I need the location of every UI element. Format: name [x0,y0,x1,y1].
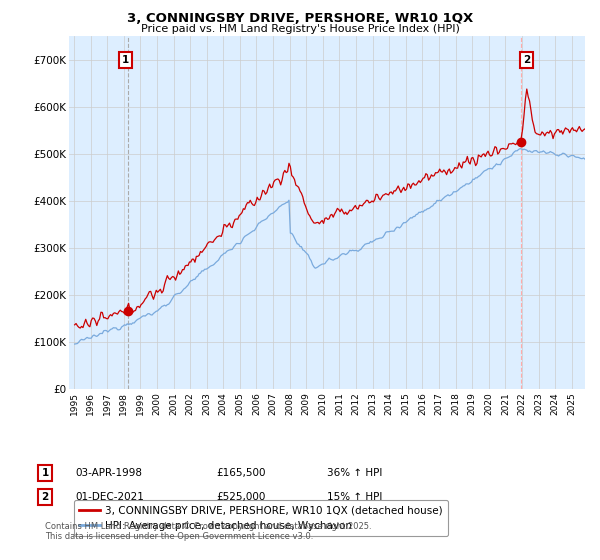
Text: 2: 2 [523,55,530,65]
Text: £165,500: £165,500 [216,468,265,478]
Text: £525,000: £525,000 [216,492,265,502]
Text: 36% ↑ HPI: 36% ↑ HPI [327,468,382,478]
Text: Price paid vs. HM Land Registry's House Price Index (HPI): Price paid vs. HM Land Registry's House … [140,24,460,34]
Text: 03-APR-1998: 03-APR-1998 [75,468,142,478]
Text: 01-DEC-2021: 01-DEC-2021 [75,492,144,502]
Legend: 3, CONNINGSBY DRIVE, PERSHORE, WR10 1QX (detached house), HPI: Average price, de: 3, CONNINGSBY DRIVE, PERSHORE, WR10 1QX … [74,500,448,536]
Text: 1: 1 [122,55,129,65]
Text: 3, CONNINGSBY DRIVE, PERSHORE, WR10 1QX: 3, CONNINGSBY DRIVE, PERSHORE, WR10 1QX [127,12,473,25]
Text: Contains HM Land Registry data © Crown copyright and database right 2025.
This d: Contains HM Land Registry data © Crown c… [45,522,371,542]
Text: 15% ↑ HPI: 15% ↑ HPI [327,492,382,502]
Text: 1: 1 [41,468,49,478]
Text: 2: 2 [41,492,49,502]
